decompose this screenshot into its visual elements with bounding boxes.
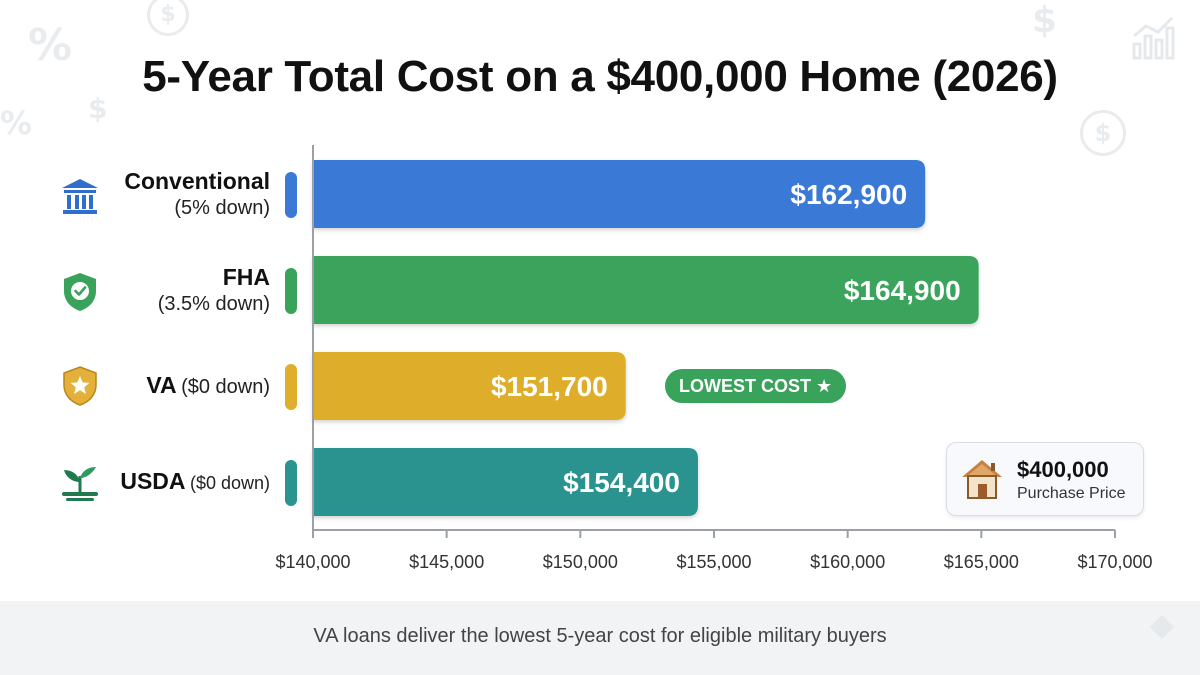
category-label-fha: FHA (3.5% down) <box>158 264 270 316</box>
bar-value-label-fha: $164,900 <box>844 275 961 306</box>
purchase-price-card: $400,000 Purchase Price <box>946 442 1144 516</box>
bar-chart-icon <box>1132 16 1175 60</box>
category-label-va: VA ($0 down) <box>146 372 270 400</box>
star-badge-icon <box>63 366 97 406</box>
diamond-icon <box>1150 615 1174 639</box>
bar-value-label-usda: $154,400 <box>563 467 680 498</box>
bank-icon <box>62 179 98 214</box>
category-name: VA <box>146 372 177 398</box>
purchase-price-amount: $400,000 <box>1017 457 1109 482</box>
series-marker-va <box>285 364 297 410</box>
bar-va <box>313 352 626 420</box>
series-marker-conventional <box>285 172 297 218</box>
dollar-icon: $ <box>1032 0 1058 41</box>
percent-icon: % <box>0 104 33 142</box>
bar-value-label-va: $151,700 <box>491 371 608 402</box>
sprout-icon <box>62 467 98 501</box>
category-label-usda: USDA ($0 down) <box>120 468 270 496</box>
category-down-payment: (3.5% down) <box>157 292 270 315</box>
x-tick-label: $150,000 <box>543 552 618 572</box>
category-name: USDA <box>120 468 186 494</box>
bar-fha <box>313 256 979 324</box>
x-tick-label: $170,000 <box>1077 552 1152 572</box>
x-tick-label: $165,000 <box>944 552 1019 572</box>
bar-chart: $162,900 $164,900 $151,700 $154,400 $140,00… <box>275 145 1153 572</box>
lowest-cost-badge: LOWEST COST ★ <box>665 369 847 403</box>
category-label-conventional: Conventional (5% down) <box>124 168 270 220</box>
x-tick-label: $155,000 <box>676 552 751 572</box>
footer-caption: VA loans deliver the lowest 5-year cost … <box>313 625 887 647</box>
category-name: FHA <box>222 264 270 290</box>
shield-check-icon <box>64 273 96 311</box>
bar-usda <box>313 448 698 516</box>
dollar-coin-icon: $ <box>147 0 189 36</box>
dollar-icon: $ <box>88 92 108 125</box>
category-name: Conventional <box>124 168 270 194</box>
bar-conventional <box>313 160 926 228</box>
chart-title: 5-Year Total Cost on a $400,000 Home (20… <box>142 52 1058 101</box>
footer-bar: VA loans deliver the lowest 5-year cost … <box>0 601 1200 675</box>
x-tick-label: $145,000 <box>409 552 484 572</box>
purchase-price-label: Purchase Price <box>1017 485 1126 502</box>
category-down-payment: (5% down) <box>174 196 270 219</box>
house-icon <box>962 460 1002 499</box>
category-down-payment: ($0 down) <box>181 376 270 398</box>
percent-icon: % <box>28 20 73 71</box>
category-down-payment: ($0 down) <box>189 473 270 493</box>
x-tick-label: $160,000 <box>810 552 885 572</box>
x-tick-label: $140,000 <box>275 552 350 572</box>
bar-value-label-conventional: $162,900 <box>790 179 907 210</box>
series-marker-fha <box>285 268 297 314</box>
series-marker-usda <box>285 460 297 506</box>
dollar-coin-icon: $ <box>1080 110 1126 156</box>
